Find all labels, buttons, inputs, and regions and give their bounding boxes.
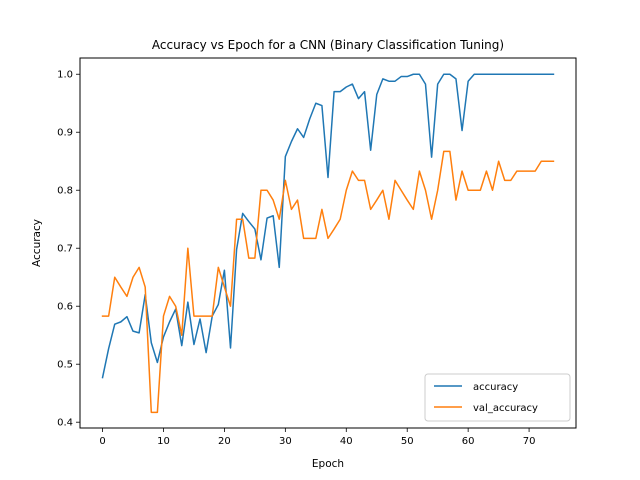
x-tick-label: 10 — [157, 436, 170, 447]
plot-frame — [79, 57, 577, 429]
legend: accuracy val_accuracy — [424, 373, 571, 422]
x-tick-label: 40 — [340, 436, 353, 447]
y-tick-label: 0.5 — [57, 360, 73, 371]
x-axis: 0 10 20 30 40 50 60 70 — [99, 428, 535, 447]
x-axis-label: Epoch — [312, 458, 344, 470]
x-tick-label: 60 — [462, 436, 475, 447]
x-tick-label: 20 — [218, 436, 231, 447]
y-tick-label: 0.4 — [57, 418, 73, 429]
legend-label-accuracy: accuracy — [473, 382, 518, 393]
y-tick-label: 0.6 — [57, 302, 73, 313]
x-tick-label: 30 — [279, 436, 292, 447]
series-line-accuracy — [101, 73, 555, 379]
plot-area — [79, 57, 577, 429]
y-tick-label: 1.0 — [57, 70, 73, 81]
series-line-val-accuracy — [101, 150, 555, 414]
y-tick-label: 0.9 — [57, 128, 73, 139]
x-tick-label: 70 — [523, 436, 536, 447]
y-tick-label: 0.8 — [57, 186, 73, 197]
x-tick-label: 50 — [401, 436, 414, 447]
y-tick-label: 0.7 — [57, 244, 73, 255]
x-tick-label: 0 — [99, 436, 105, 447]
legend-label-val-accuracy: val_accuracy — [473, 403, 538, 414]
chart-title: Accuracy vs Epoch for a CNN (Binary Clas… — [152, 38, 504, 52]
y-axis: 0.4 0.5 0.6 0.7 0.8 0.9 1.0 — [57, 70, 80, 429]
y-axis-label: Accuracy — [31, 219, 43, 267]
series-layer — [101, 73, 555, 414]
